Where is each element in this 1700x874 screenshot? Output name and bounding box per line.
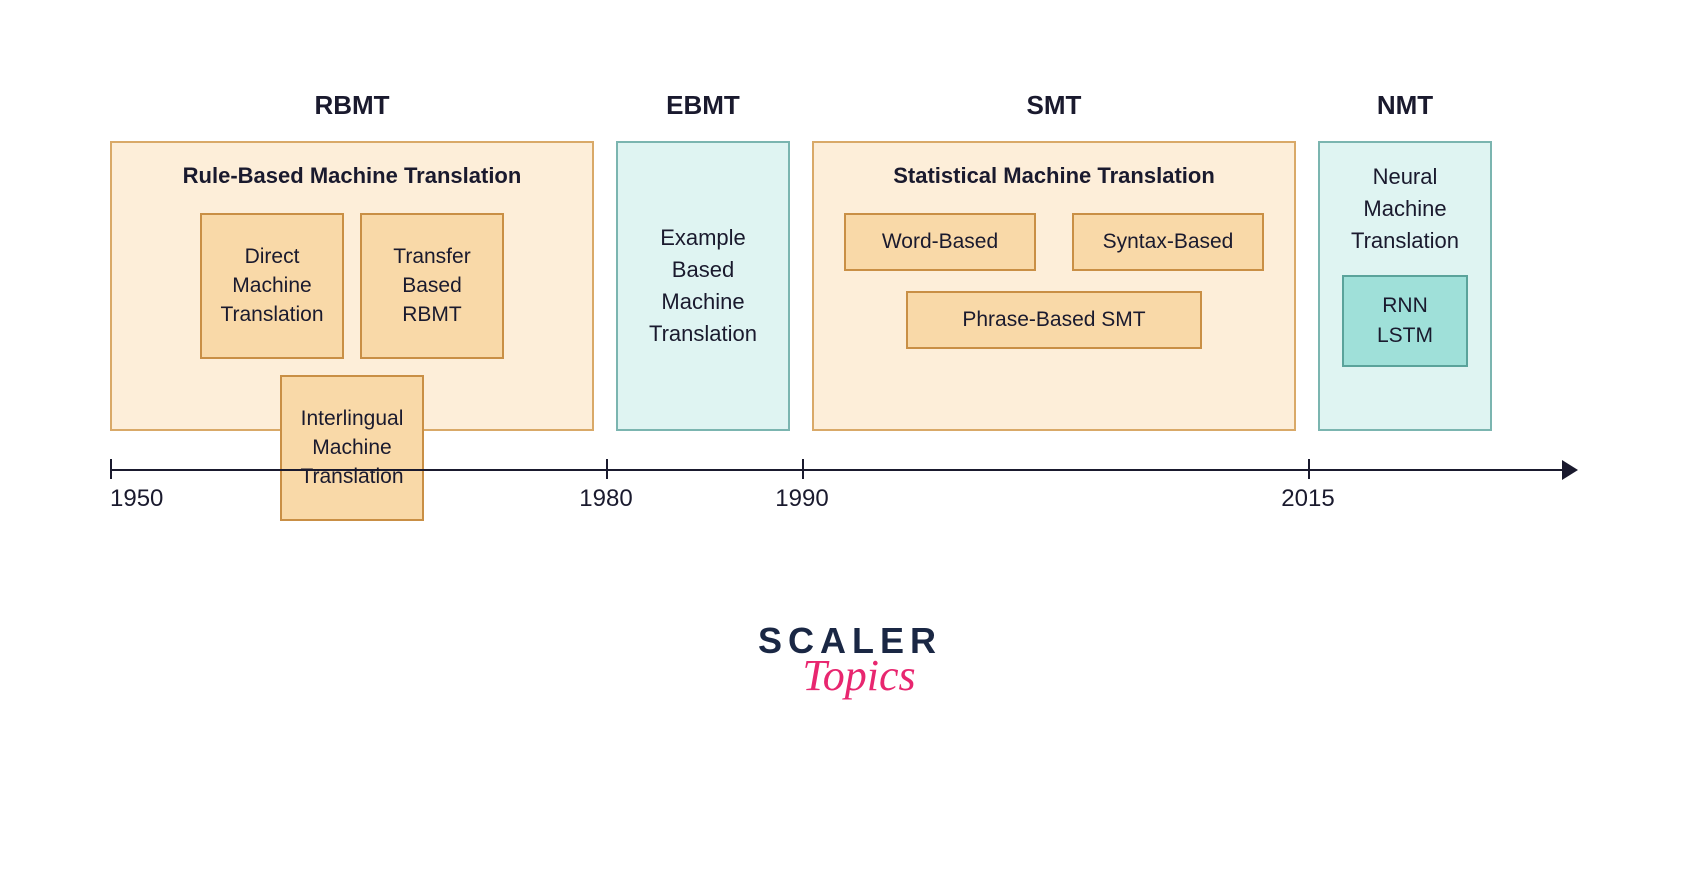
tick-2015 (1308, 459, 1310, 479)
era-box-nmt: NeuralMachineTranslation RNNLSTM (1318, 141, 1492, 431)
sub-phrase-based-smt: Phrase-Based SMT (906, 291, 1202, 349)
scaler-topics-logo: SCALER Topics (758, 620, 942, 701)
mt-timeline-diagram: RBMT EBMT SMT NMT Rule-Based Machine Tra… (110, 90, 1590, 519)
tick-label-1990: 1990 (775, 485, 828, 513)
era-title-smt: Statistical Machine Translation (893, 161, 1215, 191)
sub-transfer-rbmt: TransferBasedRBMT (360, 213, 504, 359)
tick-1950 (110, 459, 112, 479)
era-boxes-row: Rule-Based Machine Translation DirectMac… (110, 141, 1590, 431)
sub-syntax-based: Syntax-Based (1072, 213, 1264, 271)
timeline-arrow-icon (1562, 460, 1578, 480)
era-abbr-ebmt: EBMT (616, 90, 790, 121)
sub-direct-mt: DirectMachineTranslation (200, 213, 344, 359)
tick-label-2015: 2015 (1281, 485, 1334, 513)
tick-label-1950: 1950 (110, 485, 163, 513)
sub-rnn-lstm: RNNLSTM (1342, 275, 1468, 367)
sub-word-based: Word-Based (844, 213, 1036, 271)
era-abbr-nmt: NMT (1318, 90, 1492, 121)
smt-sub-row-1: Word-Based Syntax-Based (844, 213, 1264, 271)
tick-1980 (606, 459, 608, 479)
era-box-rbmt: Rule-Based Machine Translation DirectMac… (110, 141, 594, 431)
era-box-smt: Statistical Machine Translation Word-Bas… (812, 141, 1296, 431)
smt-sub-row-2: Phrase-Based SMT (906, 291, 1202, 349)
tick-label-1980: 1980 (579, 485, 632, 513)
era-box-ebmt: ExampleBasedMachineTranslation (616, 141, 790, 431)
timeline: 1950 1980 1990 2015 (110, 459, 1590, 519)
era-title-rbmt: Rule-Based Machine Translation (183, 161, 522, 191)
era-abbr-rbmt: RBMT (110, 90, 594, 121)
timeline-axis (110, 469, 1565, 471)
era-title-nmt: NeuralMachineTranslation (1351, 161, 1459, 257)
era-labels-row: RBMT EBMT SMT NMT (110, 90, 1590, 121)
era-abbr-smt: SMT (812, 90, 1296, 121)
tick-1990 (802, 459, 804, 479)
era-title-ebmt: ExampleBasedMachineTranslation (649, 222, 757, 350)
